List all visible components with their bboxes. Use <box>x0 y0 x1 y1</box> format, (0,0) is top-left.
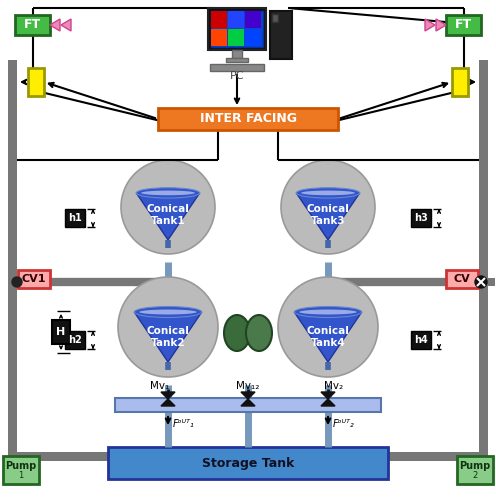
Polygon shape <box>436 19 446 31</box>
Bar <box>411 209 431 227</box>
Circle shape <box>278 277 378 377</box>
Text: Conical
Tank3: Conical Tank3 <box>307 204 350 226</box>
Bar <box>158 108 338 130</box>
Bar <box>446 15 481 35</box>
Text: Pump: Pump <box>459 461 491 471</box>
Polygon shape <box>241 399 255 406</box>
Polygon shape <box>136 193 200 240</box>
Bar <box>411 331 431 349</box>
Ellipse shape <box>134 306 202 318</box>
Ellipse shape <box>136 188 200 198</box>
Text: 2: 2 <box>472 470 478 480</box>
Bar <box>208 8 266 50</box>
Text: Fᵒᵁᵀ₂: Fᵒᵁᵀ₂ <box>333 419 355 429</box>
Ellipse shape <box>301 190 355 195</box>
Text: FT: FT <box>455 18 472 32</box>
Ellipse shape <box>224 315 250 351</box>
Bar <box>3 456 39 484</box>
Bar <box>245 11 261 28</box>
Bar <box>115 398 381 412</box>
Bar <box>65 209 85 227</box>
Text: Conical
Tank2: Conical Tank2 <box>146 326 189 348</box>
Text: h4: h4 <box>414 335 428 345</box>
Bar <box>457 456 493 484</box>
Circle shape <box>281 160 375 254</box>
Bar <box>366 278 446 286</box>
Bar <box>8 452 488 461</box>
Polygon shape <box>321 392 335 399</box>
Text: Storage Tank: Storage Tank <box>202 456 294 469</box>
Text: FT: FT <box>24 18 41 32</box>
Circle shape <box>12 277 22 287</box>
Ellipse shape <box>294 306 362 318</box>
Polygon shape <box>61 19 71 31</box>
Polygon shape <box>161 392 175 399</box>
Text: Pump: Pump <box>5 461 37 471</box>
Ellipse shape <box>139 310 197 314</box>
Text: H: H <box>57 327 65 337</box>
Bar <box>18 270 50 288</box>
Text: h3: h3 <box>414 213 428 223</box>
Polygon shape <box>241 392 255 399</box>
Bar <box>226 58 248 62</box>
Text: h2: h2 <box>68 335 82 345</box>
Bar <box>50 278 130 286</box>
Text: Fᵒᵁᵀ₁: Fᵒᵁᵀ₁ <box>173 419 195 429</box>
Bar <box>17 278 18 286</box>
Text: Mv₁₂: Mv₁₂ <box>236 381 260 391</box>
Text: Conical
Tank4: Conical Tank4 <box>307 326 350 348</box>
Text: h1: h1 <box>68 213 82 223</box>
Polygon shape <box>425 19 435 31</box>
Circle shape <box>118 277 218 377</box>
Polygon shape <box>321 399 335 406</box>
Bar <box>245 29 261 46</box>
Text: CV: CV <box>454 274 470 284</box>
Text: CV1: CV1 <box>22 274 46 284</box>
Polygon shape <box>161 399 175 406</box>
Ellipse shape <box>299 310 357 314</box>
Polygon shape <box>296 193 360 240</box>
Bar <box>478 278 495 286</box>
Bar <box>270 11 292 59</box>
Ellipse shape <box>246 315 272 351</box>
Bar <box>211 11 227 28</box>
Bar <box>211 11 263 47</box>
Bar <box>228 11 244 28</box>
Bar <box>108 447 388 479</box>
Bar <box>232 50 242 58</box>
Polygon shape <box>294 312 362 362</box>
Ellipse shape <box>296 188 360 198</box>
Polygon shape <box>134 312 202 362</box>
Text: PC: PC <box>230 71 244 81</box>
Circle shape <box>121 160 215 254</box>
Ellipse shape <box>141 190 195 195</box>
Bar <box>272 14 278 22</box>
Text: Mv₂: Mv₂ <box>324 381 344 391</box>
Bar <box>28 68 44 96</box>
Bar <box>452 68 468 96</box>
Polygon shape <box>50 19 60 31</box>
Bar <box>52 320 70 344</box>
Bar <box>211 29 227 46</box>
Bar <box>446 270 478 288</box>
Bar <box>228 29 244 46</box>
Text: INTER FACING: INTER FACING <box>199 112 297 126</box>
Bar <box>65 331 85 349</box>
Bar <box>15 15 50 35</box>
Text: Mv₁: Mv₁ <box>150 381 170 391</box>
Bar <box>479 60 488 475</box>
Text: 1: 1 <box>18 470 24 480</box>
Bar <box>210 64 264 71</box>
Text: Conical
Tank1: Conical Tank1 <box>146 204 189 226</box>
Bar <box>8 60 17 475</box>
Circle shape <box>475 276 487 288</box>
